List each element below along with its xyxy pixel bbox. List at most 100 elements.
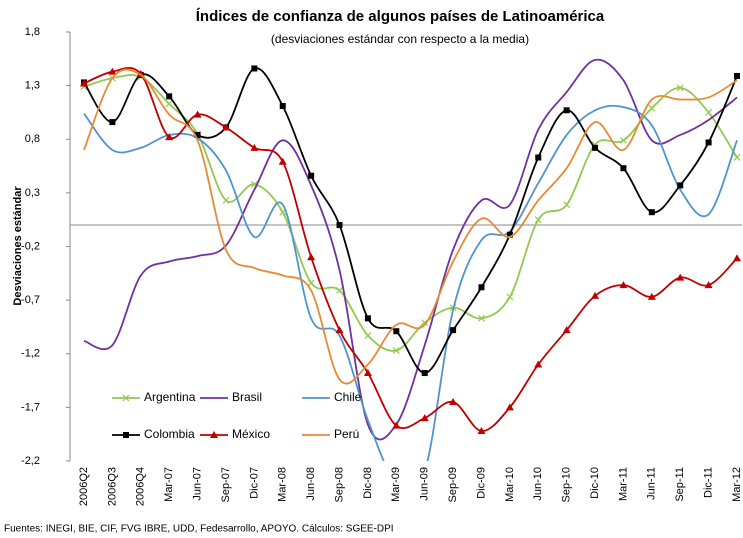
marker xyxy=(677,182,684,189)
marker xyxy=(108,67,117,75)
marker xyxy=(136,69,145,77)
x-tick-label: Sep-10 xyxy=(561,467,573,502)
marker xyxy=(166,93,173,100)
marker xyxy=(210,431,218,438)
marker xyxy=(165,133,174,141)
x-tick-label: Mar-10 xyxy=(504,467,516,502)
marker xyxy=(505,403,514,411)
marker xyxy=(336,287,343,294)
x-tick-label: 2006Q3 xyxy=(106,467,118,506)
x-tick-label: Dic-11 xyxy=(703,467,715,498)
marker xyxy=(620,165,627,172)
marker xyxy=(534,360,543,368)
marker xyxy=(619,281,628,289)
y-tick-label: 1,8 xyxy=(25,26,40,38)
y-tick-label: -0,2 xyxy=(21,240,40,252)
marker xyxy=(506,231,513,238)
marker xyxy=(80,79,88,87)
marker xyxy=(563,201,571,209)
legend-label: México xyxy=(232,427,270,441)
marker xyxy=(562,326,571,334)
series-line xyxy=(83,58,738,441)
x-tick-label: Mar-08 xyxy=(277,467,289,502)
x-tick-label: Jun-08 xyxy=(305,467,317,501)
marker xyxy=(165,100,173,108)
x-tick-label: Mar-11 xyxy=(617,467,629,501)
marker xyxy=(477,426,486,434)
marker xyxy=(221,123,230,131)
x-tick-label: Jun-09 xyxy=(419,467,431,501)
marker xyxy=(647,292,656,300)
marker xyxy=(450,327,457,334)
marker xyxy=(648,209,655,216)
y-axis-label: Desviaciones estándar xyxy=(12,186,24,306)
marker xyxy=(307,279,315,287)
x-tick-label: Jun-11 xyxy=(646,467,658,500)
marker xyxy=(250,143,259,151)
marker xyxy=(676,273,685,281)
chart-subtitle: (desviaciones estándar con respecto a la… xyxy=(271,32,529,46)
marker xyxy=(535,154,542,161)
x-tick-label: Sep-09 xyxy=(447,467,459,502)
y-tick-label: -1,7 xyxy=(21,401,40,413)
marker xyxy=(307,253,316,261)
marker xyxy=(676,84,684,92)
marker xyxy=(308,172,315,179)
y-tick-label: 1,3 xyxy=(25,80,40,92)
legend-label: Brasil xyxy=(232,390,262,404)
legend-label: Perú xyxy=(334,427,359,441)
marker xyxy=(478,284,485,291)
marker xyxy=(420,414,429,422)
series-line xyxy=(83,104,738,461)
marker xyxy=(591,291,600,299)
x-tick-label: Jun-10 xyxy=(532,467,544,501)
x-tick-label: Sep-08 xyxy=(333,467,345,502)
x-tick-label: Mar-12 xyxy=(731,467,743,502)
marker xyxy=(534,216,542,224)
y-tick-label: -0,7 xyxy=(21,294,40,306)
marker xyxy=(123,432,129,438)
marker xyxy=(734,72,740,79)
legend-label: Colombia xyxy=(144,427,195,441)
x-tick-label: 2006Q2 xyxy=(78,467,90,506)
marker xyxy=(279,103,286,110)
y-tick-label: 0,3 xyxy=(25,187,40,199)
x-tick-label: Sep-11 xyxy=(674,467,686,502)
source-note: Fuentes: INEGI, BIE, CIF, FVG IBRE, UDD,… xyxy=(4,524,394,535)
plot-area xyxy=(80,58,741,461)
marker xyxy=(109,119,116,126)
marker xyxy=(705,139,712,146)
y-tick-label: 0,8 xyxy=(25,133,40,145)
marker xyxy=(278,157,287,165)
x-tick-label: Dic-08 xyxy=(362,467,374,499)
marker xyxy=(449,398,458,406)
x-tick-label: Mar-09 xyxy=(390,467,402,502)
chart-title: Índices de confianza de algunos países d… xyxy=(196,8,605,25)
x-tick-label: Dic-07 xyxy=(248,467,260,499)
marker xyxy=(592,144,599,151)
x-tick-label: Dic-09 xyxy=(475,467,487,499)
marker xyxy=(336,222,343,229)
marker xyxy=(620,136,627,144)
marker xyxy=(506,293,514,301)
y-tick-label: -2,2 xyxy=(21,455,40,467)
marker xyxy=(122,394,130,402)
marker xyxy=(393,328,400,335)
marker xyxy=(705,109,713,116)
marker xyxy=(251,65,258,72)
marker xyxy=(563,107,570,114)
marker xyxy=(648,104,656,112)
marker xyxy=(392,421,401,429)
y-tick-label: -1,2 xyxy=(21,348,40,360)
marker xyxy=(335,326,344,334)
legend-label: Argentina xyxy=(144,390,196,404)
marker xyxy=(704,281,713,289)
marker xyxy=(364,315,371,322)
legend-label: Chile xyxy=(334,390,362,404)
x-tick-label: Jun-07 xyxy=(191,467,203,501)
x-tick-label: Mar-07 xyxy=(163,467,175,502)
marker xyxy=(392,347,400,354)
series-line xyxy=(83,68,738,385)
x-tick-label: 2006Q4 xyxy=(135,467,147,506)
